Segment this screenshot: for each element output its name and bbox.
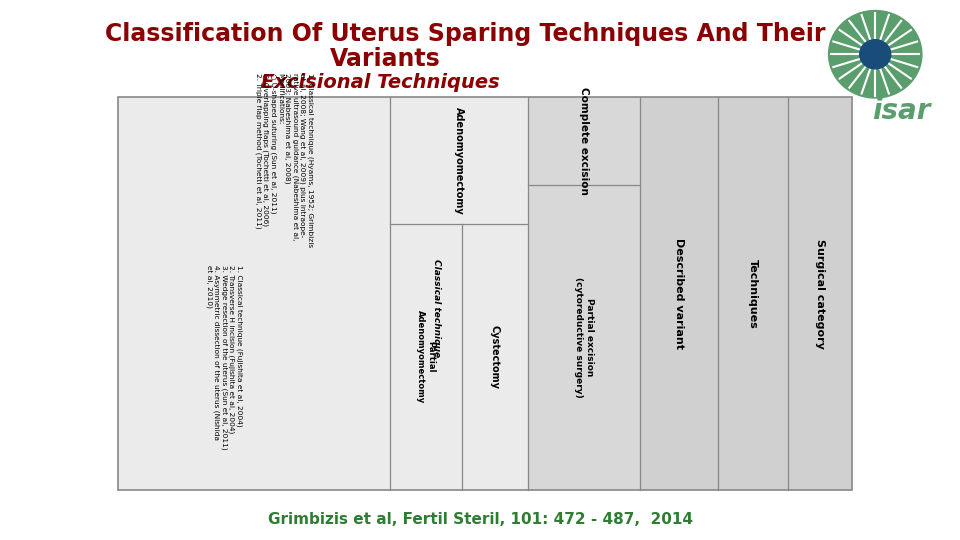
Text: Excisional Techniques: Excisional Techniques (260, 72, 499, 91)
Bar (640, 97, 718, 490)
Bar (118, 97, 852, 490)
Text: Described variant: Described variant (674, 238, 684, 349)
Text: Grimbizis et al, Fertil Steril, 101: 472 - 487,  2014: Grimbizis et al, Fertil Steril, 101: 472… (268, 511, 692, 526)
Text: 1. Classical technique (Fujishita et al, 2004)
2. Transverse H incision (Fujishi: 1. Classical technique (Fujishita et al,… (205, 265, 242, 449)
Text: Complete excision: Complete excision (579, 87, 589, 195)
Text: Classification Of Uterus Sparing Techniques And Their: Classification Of Uterus Sparing Techniq… (105, 22, 826, 46)
Text: Cystectomy: Cystectomy (490, 325, 500, 389)
Circle shape (860, 40, 891, 69)
Text: Variants: Variants (329, 47, 441, 71)
Text: Partial
Adenomyomectomy: Partial Adenomyomectomy (417, 310, 436, 403)
Bar (718, 97, 788, 490)
Text: Adenomyomectomy: Adenomyomectomy (454, 106, 464, 214)
Text: Techniques: Techniques (748, 259, 758, 328)
Text: Partial excision
(cytoreductive surgery): Partial excision (cytoreductive surgery) (574, 277, 593, 398)
Text: isar: isar (872, 97, 930, 125)
Text: Classical technique: Classical technique (431, 259, 441, 357)
Circle shape (828, 11, 922, 98)
Text: 1. Classical technique (Hyams, 1952; Grimbizis
et al, 2008; Wang et al, 2009) pl: 1. Classical technique (Hyams, 1952; Gri… (254, 73, 313, 247)
Text: Surgical category: Surgical category (815, 239, 825, 348)
Bar (528, 97, 640, 490)
Bar (118, 97, 852, 490)
Bar (788, 97, 852, 490)
